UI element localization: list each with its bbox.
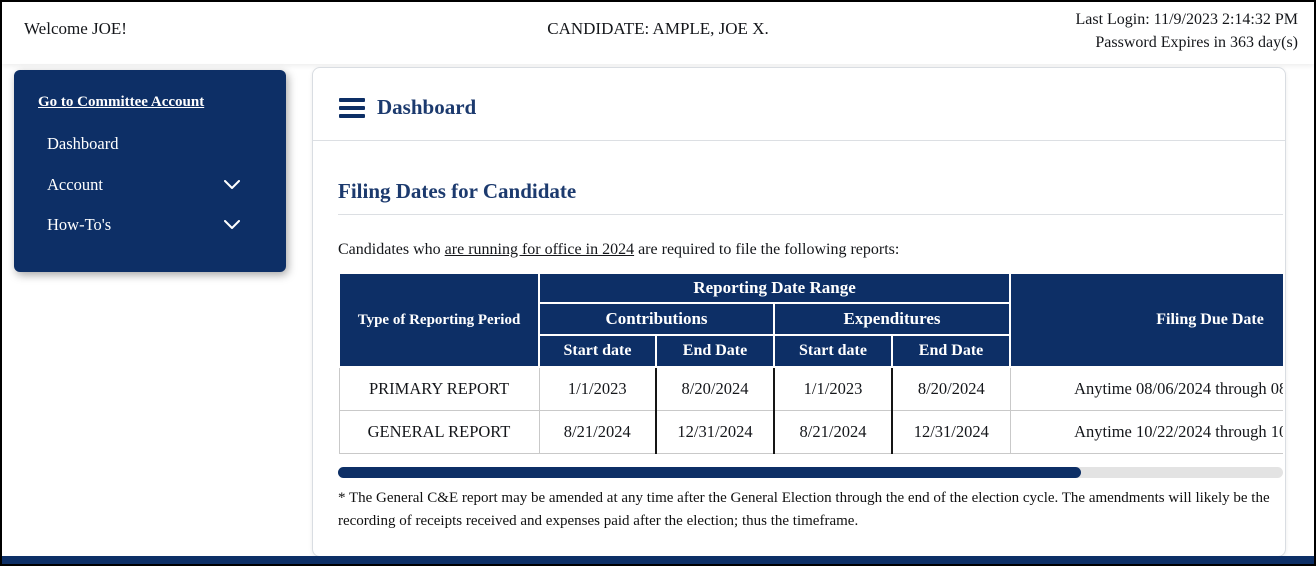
col-header-filing-due-date: Filing Due Date [1009,272,1283,368]
dashboard-card: Dashboard Filing Dates for Candidate Can… [312,67,1286,557]
contrib-start-cell: 8/21/2024 [539,409,656,454]
col-header-expenditures: Expenditures [772,302,1012,336]
sidebar-item-label: How-To's [47,215,112,234]
sidebar-nav: Go to Committee Account Dashboard Accoun… [14,70,286,272]
col-header-start-date: Start date [538,334,657,368]
sidebar-item-label: Account [47,175,103,194]
expend-start-cell: 8/21/2024 [773,409,892,454]
col-header-end-date: End Date [890,334,1012,368]
divider [313,140,1285,141]
sidebar-item-label: Dashboard [47,134,119,153]
contrib-end-cell: 8/20/2024 [655,366,774,411]
sidebar-item-how-tos[interactable]: How-To's [47,215,264,235]
go-to-committee-account-link[interactable]: Go to Committee Account [38,94,205,110]
filing-due-cell: Anytime 10/22/2024 through 10/29/2024 [1009,409,1283,454]
col-header-end-date: End Date [655,334,775,368]
filing-due-cell: Anytime 08/06/2024 through 08/20/2024 [1009,366,1283,411]
expend-start-cell: 1/1/2023 [773,366,892,411]
expend-end-cell: 8/20/2024 [890,366,1011,411]
chevron-down-icon [224,220,240,229]
expend-end-cell: 12/31/2024 [890,409,1011,454]
intro-after: are required to file the following repor… [634,241,900,258]
filing-dates-table-wrapper[interactable]: Type of Reporting Period Reporting Date … [338,272,1283,464]
table-row-general-report: GENERAL REPORT 8/21/2024 12/31/2024 8/21… [338,409,1283,454]
last-login-text: Last Login: 11/9/2023 2:14:32 PM [1075,11,1298,28]
sidebar-item-account[interactable]: Account [47,175,264,195]
report-type-cell: PRIMARY REPORT [338,366,540,411]
sidebar-item-dashboard[interactable]: Dashboard [47,134,264,154]
hamburger-menu-icon[interactable] [339,98,365,118]
footer-bar [2,556,1314,564]
running-for-office-link[interactable]: are running for office in 2024 [444,241,635,258]
page-title: Dashboard [377,95,477,119]
intro-text: Candidates who are running for office in… [338,241,899,259]
col-header-start-date: Start date [773,334,893,368]
contrib-end-cell: 12/31/2024 [655,409,774,454]
col-header-reporting-date-range: Reporting Date Range [537,272,1012,304]
filing-dates-table: Type of Reporting Period Reporting Date … [338,272,1283,454]
col-header-type-of-reporting-period: Type of Reporting Period [338,272,540,368]
welcome-text: Welcome JOE! [24,19,127,38]
contrib-start-cell: 1/1/2023 [539,366,656,411]
report-type-cell: GENERAL REPORT [338,409,540,454]
divider [338,214,1283,215]
intro-before: Candidates who [338,241,445,258]
candidate-name-label: CANDIDATE: AMPLE, JOE X. [547,19,769,38]
scrollbar-thumb[interactable] [338,467,1081,478]
chevron-down-icon [224,180,240,189]
table-row-primary-report: PRIMARY REPORT 1/1/2023 8/20/2024 1/1/20… [338,366,1283,411]
password-expires-text: Password Expires in 363 day(s) [1095,34,1298,51]
section-title: Filing Dates for Candidate [338,179,577,203]
session-info: Last Login: 11/9/2023 2:14:32 PM Passwor… [1075,8,1298,54]
table-horizontal-scrollbar[interactable] [338,467,1283,478]
col-header-contributions: Contributions [538,302,775,336]
top-header: Welcome JOE! CANDIDATE: AMPLE, JOE X. La… [2,2,1314,64]
general-report-footnote: * The General C&E report may be amended … [338,490,1270,529]
